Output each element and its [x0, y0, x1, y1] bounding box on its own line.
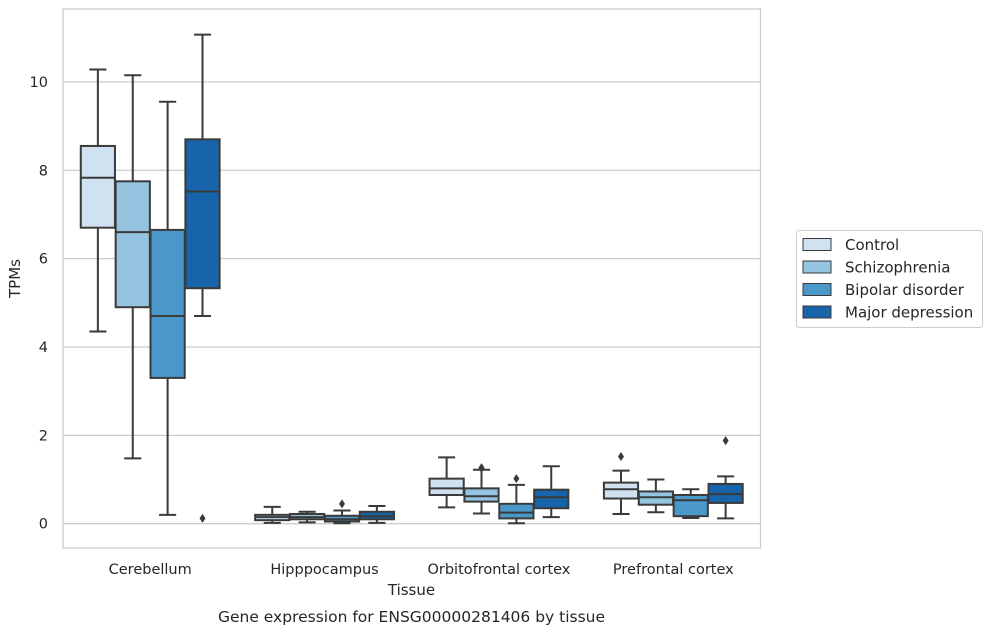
box-control	[428, 456, 465, 509]
plot-area-frame	[62, 8, 762, 549]
outlier-point	[513, 474, 520, 484]
legend: Control Schizophrenia Bipolar disorder Majo…	[796, 230, 983, 328]
x-tick-label: Orbitofrontal cortex	[427, 562, 570, 578]
box-body	[428, 477, 465, 496]
box-bipolar-disorder	[498, 474, 535, 525]
box-major-depression	[358, 505, 395, 524]
box-control	[254, 505, 291, 524]
x-tick-label: Hipppocampus	[270, 562, 378, 578]
box-body	[79, 144, 116, 229]
box-bipolar-disorder	[672, 488, 709, 519]
box-body	[463, 487, 500, 503]
y-tick-label: 8	[39, 163, 48, 179]
box-body	[498, 502, 535, 520]
box-body	[184, 138, 221, 290]
y-tick-label: 6	[39, 252, 48, 268]
box-schizophrenia	[637, 478, 674, 514]
box-schizophrenia	[463, 463, 500, 515]
legend-item: Major depression	[802, 304, 973, 322]
box-body	[602, 481, 640, 500]
box-control	[602, 452, 640, 515]
box-schizophrenia	[114, 74, 151, 460]
outlier-point	[618, 452, 624, 462]
legend-item: Control	[802, 236, 899, 254]
legend-swatch	[802, 260, 832, 274]
legend-item: Schizophrenia	[802, 259, 950, 277]
legend-frame	[796, 230, 983, 328]
x-tick-label: Prefrontal cortex	[613, 562, 734, 578]
legend-swatch	[802, 238, 832, 251]
box-plots	[79, 33, 744, 525]
box-bipolar-disorder	[149, 100, 186, 516]
box-body	[149, 228, 186, 379]
legend-label: Schizophrenia	[845, 259, 950, 277]
outlier-point	[478, 463, 485, 473]
legend-label: Control	[845, 236, 899, 254]
legend-item: Bipolar disorder	[802, 281, 965, 299]
box-body	[533, 488, 570, 510]
y-tick-label: 2	[39, 428, 48, 444]
chart-caption: Gene expression for ENSG00000281406 by t…	[218, 608, 605, 626]
legend-swatch	[802, 305, 832, 319]
y-tick-label: 0	[39, 517, 48, 533]
x-tick-labels: Cerebellum Hipppocampus Orbitofrontal cort…	[109, 562, 734, 578]
box-major-depression	[707, 436, 744, 520]
outlier-point	[199, 513, 206, 523]
box-body	[114, 180, 151, 309]
legend-swatch	[802, 283, 832, 296]
outlier-point	[722, 436, 729, 446]
legend-label: Major depression	[845, 304, 973, 322]
y-tick-labels: 0 2 4 6 8 10	[30, 75, 48, 533]
outlier-point	[339, 499, 345, 509]
box-bipolar-disorder	[323, 499, 361, 525]
box-schizophrenia	[289, 510, 326, 524]
legend-label: Bipolar disorder	[845, 281, 965, 299]
box-control	[79, 68, 116, 333]
box-major-depression	[533, 465, 570, 519]
y-tick-label: 4	[39, 340, 48, 356]
y-axis-title: TPMs	[6, 259, 24, 299]
y-tick-label: 10	[30, 75, 48, 91]
box-major-depression	[184, 33, 221, 523]
x-axis-title: Tissue	[387, 581, 435, 599]
x-tick-label: Cerebellum	[109, 562, 192, 578]
box-body	[672, 493, 709, 518]
